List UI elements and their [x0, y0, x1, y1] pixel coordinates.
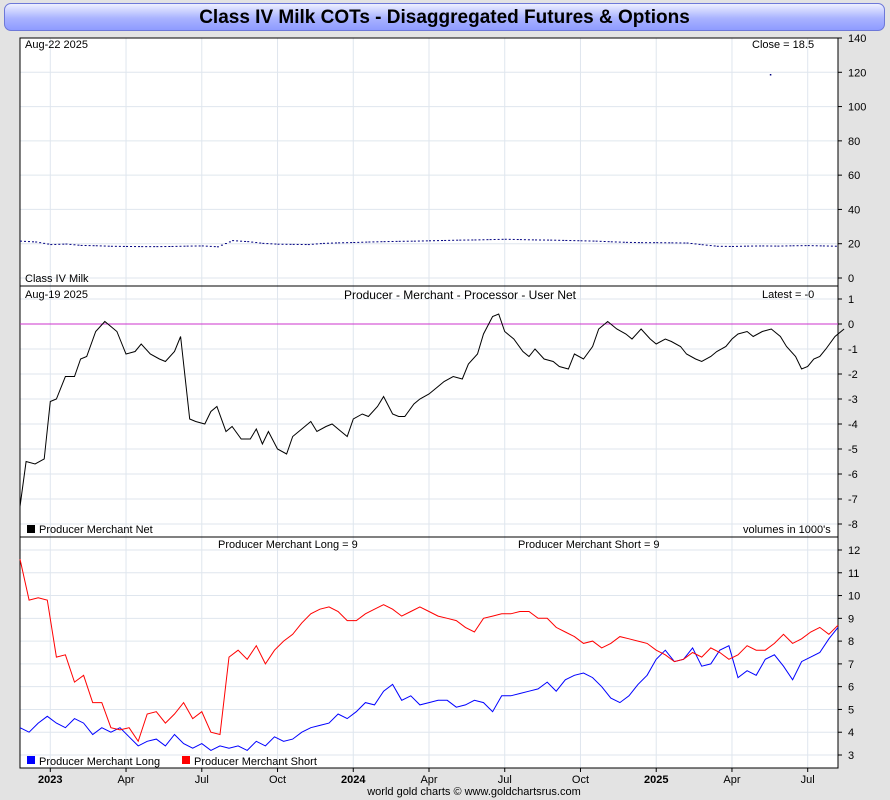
x-tick-label: Apr	[420, 774, 437, 786]
net-legend-swatch	[27, 525, 35, 533]
footer-credit: world gold charts © www.goldchartsrus.co…	[366, 786, 581, 798]
y-tick-label: 8	[848, 636, 854, 648]
long-short-panel: 3 4 5 6 7 8 9 10 11 12	[19, 536, 860, 769]
y-tick-label: 10	[848, 591, 860, 603]
y-tick-label: 80	[848, 136, 860, 148]
y-tick-label: 9	[848, 613, 854, 625]
y-tick-label: 140	[848, 33, 866, 45]
y-tick-label: 6	[848, 682, 854, 694]
y-tick-label: -3	[848, 394, 858, 406]
y-tick-label: 60	[848, 170, 860, 182]
y-tick-label: 100	[848, 102, 866, 114]
y-tick-label: 7	[848, 659, 854, 671]
short-series-line	[19, 558, 839, 743]
y-tick-label: 12	[848, 545, 860, 557]
y-tick-label: -2	[848, 369, 858, 381]
long-value-label: Producer Merchant Long = 9	[218, 539, 358, 551]
y-tick-label: -1	[848, 344, 858, 356]
x-tick-label: Apr	[117, 774, 134, 786]
y-tick-label: -6	[848, 469, 858, 481]
x-tick-label: Apr	[723, 774, 740, 786]
x-tick-label: 2024	[341, 774, 366, 786]
units-label: volumes in 1000's	[743, 524, 831, 536]
long-series-line	[19, 627, 839, 752]
price-panel: 0 20 40 60 80 100 120 140	[19, 33, 866, 287]
y-tick-label: 3	[848, 750, 854, 762]
y-tick-label: 11	[848, 568, 859, 580]
chart-title: Class IV Milk COTs - Disaggregated Futur…	[4, 3, 885, 31]
price-series-label: Class IV Milk	[25, 273, 89, 285]
net-series-line	[19, 313, 845, 507]
net-date-label: Aug-19 2025	[25, 289, 88, 301]
x-tick-label: Jul	[195, 774, 209, 786]
price-close-label: Close = 18.5	[752, 39, 814, 51]
net-panel-title: Producer - Merchant - Processor - User N…	[344, 288, 577, 302]
short-value-label: Producer Merchant Short = 9	[518, 539, 660, 551]
x-tick-label: Oct	[572, 774, 589, 786]
x-tick-label: Jul	[498, 774, 512, 786]
net-legend-label: Producer Merchant Net	[39, 524, 153, 536]
y-tick-label: 0	[848, 319, 854, 331]
short-legend-label: Producer Merchant Short	[194, 756, 317, 768]
y-tick-label: -8	[848, 519, 858, 531]
x-tick-label: Oct	[269, 774, 286, 786]
net-latest-label: Latest = -0	[762, 289, 814, 301]
y-tick-label: 4	[848, 727, 854, 739]
short-legend-swatch	[182, 756, 190, 764]
price-date-label: Aug-22 2025	[25, 39, 88, 51]
long-legend-swatch	[27, 756, 35, 764]
x-tick-label: 2025	[644, 774, 668, 786]
y-tick-label: 40	[848, 204, 860, 216]
long-legend-label: Producer Merchant Long	[39, 756, 160, 768]
y-tick-label: 1	[848, 294, 854, 306]
y-tick-label: -7	[848, 494, 858, 506]
net-panel: -8 -7 -6 -5 -4 -3 -2 -1 0 1	[19, 285, 858, 538]
x-tick-label: 2023	[38, 774, 62, 786]
y-tick-label: 5	[848, 704, 854, 716]
x-tick-label: Jul	[801, 774, 815, 786]
price-point	[769, 74, 772, 76]
y-tick-label: 120	[848, 67, 866, 79]
y-tick-label: 0	[848, 273, 854, 285]
y-tick-label: 20	[848, 239, 860, 251]
x-axis: 2023 Apr Jul Oct 2024 Apr Jul Oct 2025 Apr Jul	[38, 768, 815, 786]
y-tick-label: -5	[848, 444, 858, 456]
y-tick-label: -4	[848, 419, 858, 431]
